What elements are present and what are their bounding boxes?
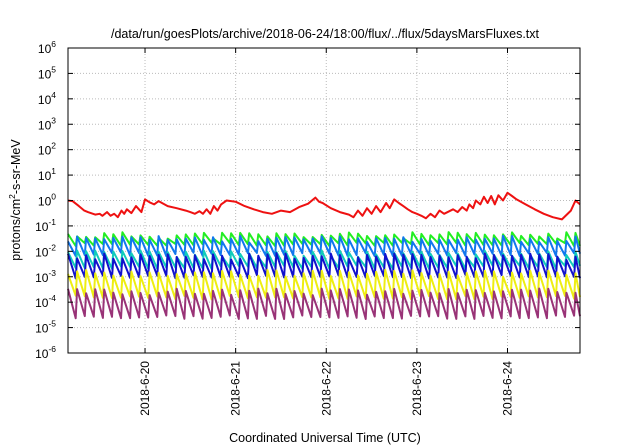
series-line-5 xyxy=(67,252,581,280)
y-tick-label: 103 xyxy=(38,115,56,132)
y-tick-label: 105 xyxy=(38,64,56,81)
y-tick-exponent: 6 xyxy=(51,39,56,49)
x-tick-label: 2018-6-20 xyxy=(138,361,152,416)
y-tick-base: 10 xyxy=(35,220,49,234)
y-tick-base: 10 xyxy=(35,271,49,285)
y-tick-base: 10 xyxy=(35,322,49,336)
y-tick-label: 10-2 xyxy=(35,242,56,259)
y-tick-base: 10 xyxy=(35,347,49,361)
y-tick-label: 102 xyxy=(38,141,56,158)
series-group xyxy=(67,191,581,320)
y-tick-exponent: 4 xyxy=(51,90,56,100)
y-tick-exponent: 0 xyxy=(51,192,56,202)
y-axis-label-rest: -s-sr-MeV xyxy=(9,139,23,195)
y-tick-label: 10-5 xyxy=(35,319,56,336)
y-tick-label: 104 xyxy=(38,90,56,107)
y-axis-ticks: 10-610-510-410-310-210-11001011021031041… xyxy=(35,39,580,361)
y-tick-label: 101 xyxy=(38,166,56,183)
y-tick-exponent: 1 xyxy=(51,166,56,176)
y-tick-base: 10 xyxy=(38,93,52,107)
y-tick-base: 10 xyxy=(38,144,52,158)
y-tick-exponent: 3 xyxy=(51,115,56,125)
y-tick-base: 10 xyxy=(38,195,52,209)
x-tick-label: 2018-6-22 xyxy=(319,361,333,416)
y-tick-label: 10-4 xyxy=(35,293,56,310)
x-axis-label: Coordinated Universal Time (UTC) xyxy=(229,431,421,445)
y-axis-label-main: protons/cm xyxy=(9,199,23,261)
y-tick-base: 10 xyxy=(38,42,52,56)
y-tick-exponent: -3 xyxy=(48,268,56,278)
y-tick-base: 10 xyxy=(38,118,52,132)
y-tick-exponent: -2 xyxy=(48,242,56,252)
grid-lines xyxy=(68,48,580,353)
y-tick-label: 106 xyxy=(38,39,56,56)
y-tick-base: 10 xyxy=(38,67,52,81)
y-tick-base: 10 xyxy=(35,245,49,259)
x-tick-label: 2018-6-23 xyxy=(410,361,424,416)
series-line-1 xyxy=(67,191,581,221)
y-axis-label-sup: 2 xyxy=(7,194,17,199)
y-tick-label: 10-1 xyxy=(35,217,56,234)
x-axis-ticks: 2018-6-20 2018-6-21 2018-6-22 2018-6-23 2018… xyxy=(138,48,515,416)
y-tick-exponent: 2 xyxy=(51,141,56,151)
y-tick-exponent: -6 xyxy=(48,344,56,354)
x-tick-label: 2018-6-24 xyxy=(501,361,515,416)
y-tick-exponent: 5 xyxy=(51,64,56,74)
y-tick-exponent: -4 xyxy=(48,293,56,303)
series-line-2 xyxy=(67,231,581,248)
y-tick-exponent: -5 xyxy=(48,319,56,329)
chart-title: /data/run/goesPlots/archive/2018-06-24/1… xyxy=(111,27,540,41)
y-axis-label: protons/cm2-s-sr-MeV xyxy=(7,139,23,261)
y-tick-base: 10 xyxy=(38,169,52,183)
y-tick-label: 10-6 xyxy=(35,344,56,361)
y-tick-label: 100 xyxy=(38,192,56,209)
x-tick-label: 2018-6-21 xyxy=(229,361,243,416)
y-tick-base: 10 xyxy=(35,296,49,310)
series-line-7 xyxy=(67,287,581,320)
series-line-6 xyxy=(67,268,581,301)
y-tick-label: 10-3 xyxy=(35,268,56,285)
series-line-3 xyxy=(67,234,581,258)
y-tick-exponent: -1 xyxy=(48,217,56,227)
